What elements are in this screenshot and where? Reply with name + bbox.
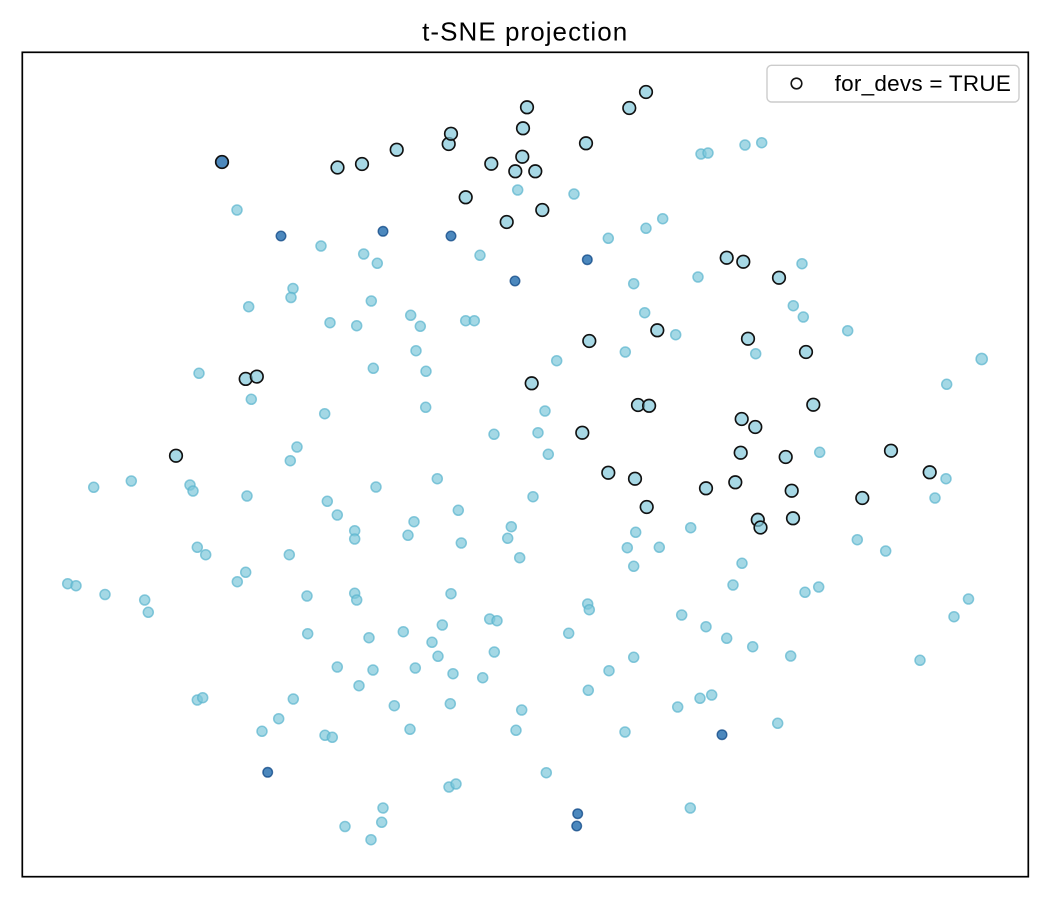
svg-text:t-SNE projection: t-SNE projection [422, 16, 628, 46]
svg-text:for_devs = TRUE: for_devs = TRUE [835, 71, 1012, 96]
